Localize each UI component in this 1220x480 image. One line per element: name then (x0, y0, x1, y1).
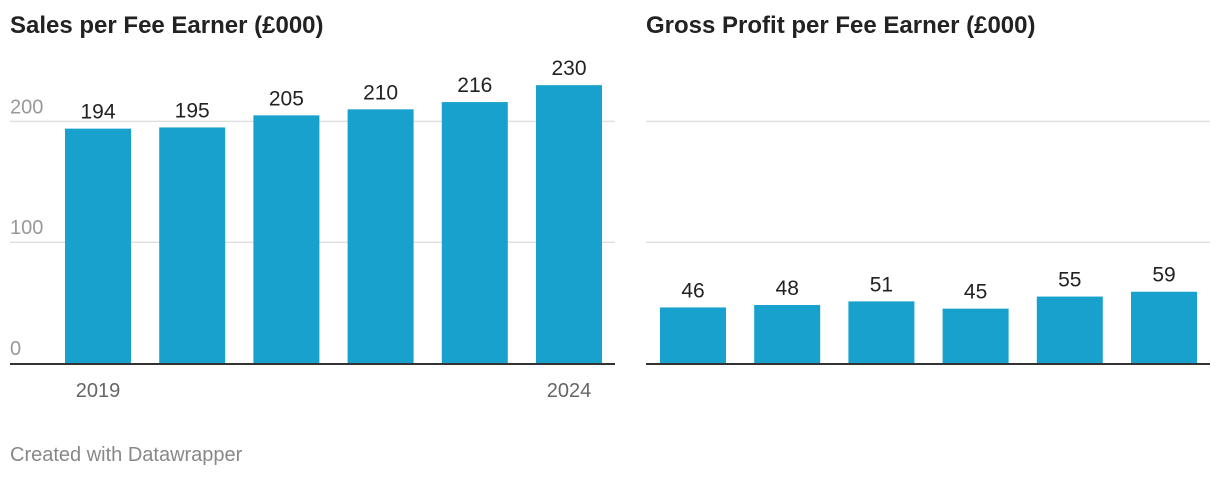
chart-title-sales: Sales per Fee Earner (£000) (10, 12, 324, 39)
bar (347, 109, 414, 363)
bar (441, 102, 508, 364)
bar-value-label: 59 (1152, 264, 1175, 287)
bar-value-label: 205 (269, 87, 304, 110)
bar-value-label: 45 (964, 281, 987, 304)
y-tick-label: 0 (10, 338, 21, 360)
bar (65, 128, 131, 363)
bar-value-label: 194 (80, 101, 115, 124)
bar-value-label: 46 (681, 279, 704, 302)
footer-credit: Created with Datawrapper (10, 444, 243, 466)
bar (159, 127, 226, 363)
x-tick-label: 2019 (76, 380, 121, 402)
bar-value-label: 55 (1058, 269, 1081, 292)
bar (253, 115, 320, 363)
bar-value-label: 48 (776, 277, 799, 300)
bar-value-label: 216 (457, 74, 492, 97)
bar (660, 307, 726, 363)
x-tick-label: 2024 (547, 380, 592, 402)
bar-value-label: 230 (551, 57, 586, 80)
bar (848, 301, 915, 363)
bar-value-label: 195 (175, 99, 210, 122)
bar (1131, 291, 1197, 363)
bar-value-label: 51 (870, 273, 893, 296)
bar (754, 305, 821, 363)
bar (942, 308, 1009, 363)
bar-value-label: 210 (363, 81, 398, 104)
y-tick-label: 100 (10, 217, 43, 239)
chart-title-gross-profit: Gross Profit per Fee Earner (£000) (646, 12, 1036, 39)
y-tick-label: 200 (10, 96, 43, 118)
bar (1036, 296, 1103, 363)
bar (536, 85, 602, 363)
